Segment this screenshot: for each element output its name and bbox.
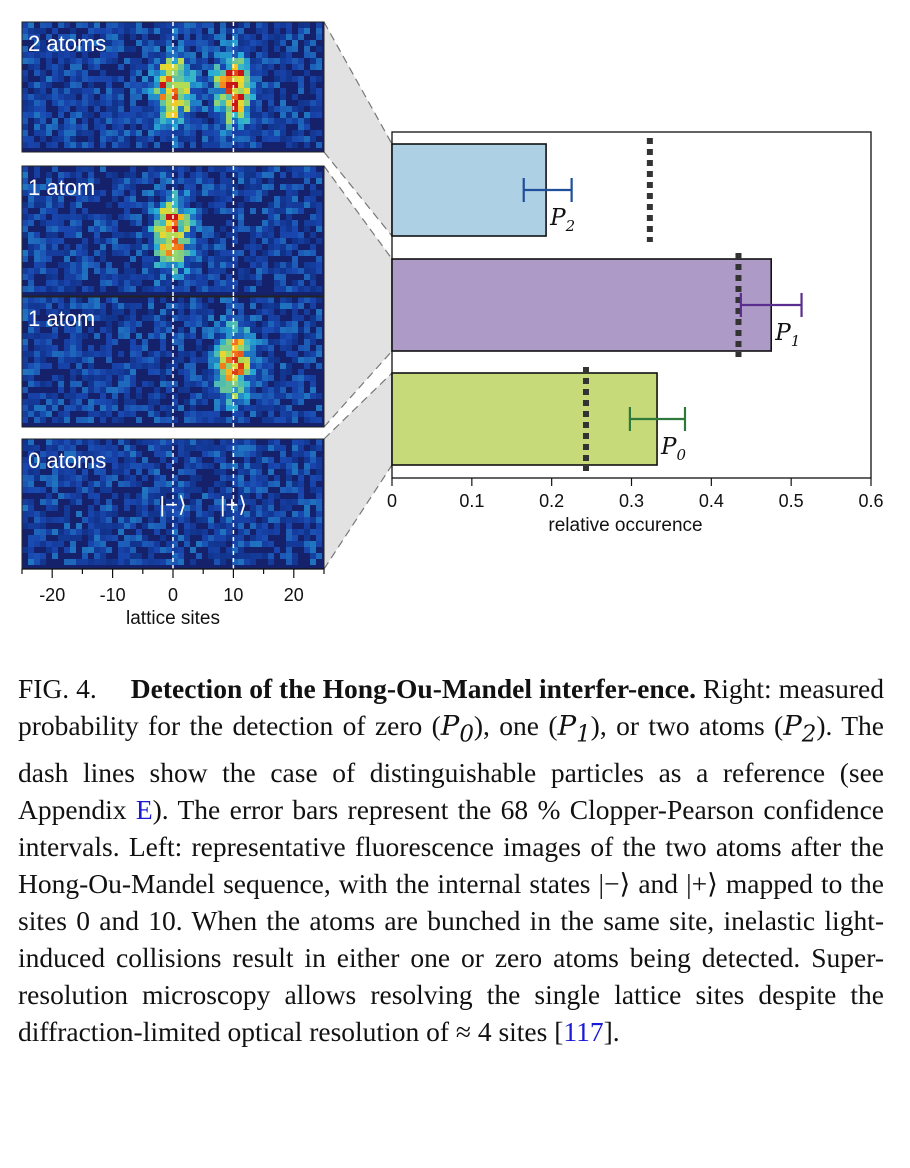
noise-pixels: [22, 166, 322, 292]
zoom-connectors: [323, 21, 393, 570]
lattice-tick-label: 20: [284, 585, 304, 605]
lattice-tick-label: -20: [39, 585, 65, 605]
x-tick-label: 0.2: [539, 491, 564, 511]
state-label-plus: |+⟩: [220, 492, 247, 517]
x-axis-label: relative occurence: [548, 515, 702, 536]
x-tick-label: 0.1: [459, 491, 484, 511]
panel-label: 2 atoms: [28, 31, 106, 56]
x-tick-label: 0.5: [779, 491, 804, 511]
lattice-axis-label: lattice sites: [126, 608, 220, 629]
x-tick-label: 0.6: [858, 491, 883, 511]
caption-text: ). The dash lines show the case of disti…: [18, 710, 884, 825]
bar-p1: [391, 258, 773, 352]
p0-symbol: P0: [440, 710, 474, 748]
lattice-axis: -20 -10 0 10 20 lattice sites: [21, 568, 325, 629]
error-bar: [628, 407, 687, 431]
lattice-tick-label: 10: [223, 585, 243, 605]
fluorescence-panel: 1 atom: [21, 296, 325, 428]
zoom-edge: [323, 151, 393, 237]
lattice-tick-label: 0: [168, 585, 178, 605]
bar-p2: [391, 143, 547, 237]
noise-pixels: [22, 22, 322, 148]
caption-text: ].: [603, 1015, 620, 1047]
noise-pixels: [22, 297, 322, 423]
reference-link[interactable]: 117: [563, 1015, 604, 1047]
caption-title: Detection of the Hong-Ou-Mandel interfer…: [130, 673, 696, 704]
x-tick-label: 0: [387, 491, 397, 511]
zoom-edge: [323, 350, 393, 428]
caption-text: ). The error bars represent the 68 % Clo…: [18, 793, 884, 1047]
zoom-edge: [323, 464, 393, 570]
panel-label: 0 atoms: [28, 448, 106, 473]
p2-symbol: P2: [783, 710, 817, 748]
fluorescence-panel: 0 atoms: [21, 438, 325, 570]
caption-text: ), one (: [473, 710, 558, 741]
x-tick-label: 0.3: [619, 491, 644, 511]
zoom-connector: [324, 22, 392, 236]
fluorescence-panels: 2 atoms 1 atom 1 atom 0 atoms |−⟩ |+⟩: [21, 21, 325, 570]
fluorescence-panel: 2 atoms: [21, 21, 325, 153]
zoom-edge: [323, 165, 393, 260]
figure-number: FIG. 4.: [18, 673, 97, 704]
zoom-connector: [324, 166, 392, 427]
state-label-minus: |−⟩: [159, 492, 186, 517]
p1-symbol: P1: [557, 710, 591, 748]
lattice-tick-label: -10: [100, 585, 126, 605]
bar-p0: [391, 372, 658, 466]
zoom-edge: [323, 372, 393, 440]
figure: 2 atoms 1 atom 1 atom 0 atoms |−⟩ |+⟩ -20 -10 0…: [21, 21, 884, 629]
error-bar: [522, 178, 573, 202]
zoom-edge: [323, 21, 393, 145]
caption-text: ), or two atoms (: [590, 710, 784, 741]
noise-pixels: [22, 439, 322, 565]
fluorescence-panel: 1 atom: [21, 165, 325, 297]
panel-label: 1 atom: [28, 175, 95, 200]
panel-label: 1 atom: [28, 306, 95, 331]
zoom-connector: [324, 373, 392, 569]
figure-caption: FIG. 4. Detection of the Hong-Ou-Mandel i…: [18, 670, 884, 1050]
appendix-link[interactable]: E: [135, 793, 153, 825]
x-tick-label: 0.4: [699, 491, 724, 511]
error-bar: [739, 293, 803, 317]
caption-text: Right: measured probability for the dete…: [18, 673, 884, 741]
